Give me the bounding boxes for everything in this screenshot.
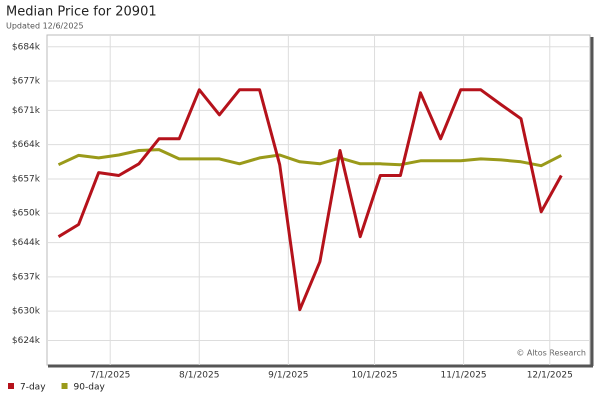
series-line (57, 88, 563, 312)
x-tick-label: 11/1/2025 (441, 371, 487, 381)
legend-swatch (8, 383, 14, 389)
y-tick-label: $650k (12, 209, 41, 219)
watermark: © Altos Research (516, 349, 586, 358)
y-tick-label: $644k (12, 238, 41, 248)
y-tick-label: $684k (12, 42, 41, 52)
y-tick-label: $671k (12, 106, 41, 116)
chart-title: Median Price for 20901 (6, 5, 157, 20)
legend-swatch (61, 383, 68, 389)
x-tick-label: 9/1/2025 (268, 371, 308, 381)
x-tick-label: 12/1/2025 (527, 371, 573, 381)
plot-area (46, 34, 591, 366)
x-tick-label: 10/1/2025 (351, 371, 397, 381)
x-tick-label: 8/1/2025 (179, 371, 219, 381)
chart-subtitle: Updated 12/6/2025 (6, 22, 84, 31)
y-tick-label: $657k (12, 174, 41, 184)
x-tick-label: 7/1/2025 (90, 371, 130, 381)
series-line (57, 148, 562, 168)
legend-label: 90-day (74, 383, 106, 393)
y-tick-label: $630k (12, 307, 41, 317)
legend-label: 7-day (20, 383, 46, 393)
y-tick-label: $664k (12, 140, 41, 150)
y-tick-label: $624k (12, 336, 41, 346)
y-tick-label: $677k (12, 77, 41, 87)
y-tick-label: $637k (12, 272, 41, 282)
